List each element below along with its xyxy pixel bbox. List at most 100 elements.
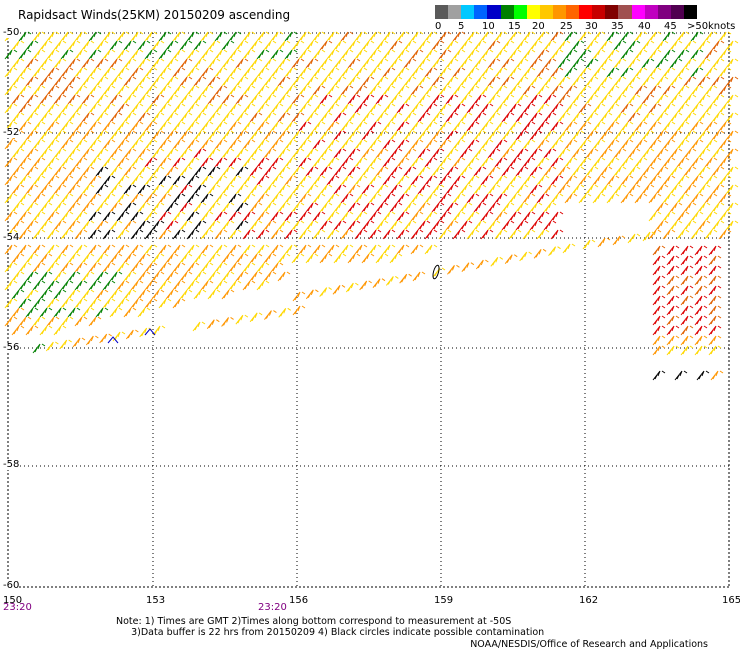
wind-barb: [67, 307, 81, 318]
wind-barb: [683, 148, 697, 159]
wind-barb: [459, 76, 473, 87]
wind-barb: [88, 193, 102, 204]
wind-barb: [53, 112, 67, 123]
wind-barb: [694, 345, 708, 356]
legend-color-segment: [500, 5, 515, 19]
wind-barb: [508, 211, 522, 222]
wind-barb: [256, 244, 270, 255]
wind-barb: [725, 40, 739, 51]
wind-barb: [179, 289, 193, 300]
wind-barb: [683, 220, 697, 231]
wind-barb: [116, 121, 130, 132]
wind-barb: [620, 157, 634, 168]
wind-barb: [60, 31, 74, 42]
wind-barb: [669, 94, 683, 105]
wind-barb: [536, 157, 550, 168]
wind-barb: [32, 280, 46, 291]
wind-barb: [81, 40, 95, 51]
wind-barb: [263, 202, 277, 213]
wind-barb: [652, 335, 666, 346]
wind-barb: [277, 58, 291, 69]
wind-barb: [431, 166, 445, 177]
wind-barb: [620, 139, 634, 150]
legend-color-segment: [605, 5, 619, 19]
wind-barb: [193, 184, 207, 195]
wind-barb: [550, 157, 564, 168]
wind-barb: [263, 112, 277, 123]
wind-barb: [95, 94, 109, 105]
wind-barb: [242, 262, 256, 273]
wind-barb: [652, 325, 666, 336]
wind-barb: [494, 175, 508, 186]
wind-barb: [109, 58, 123, 69]
wind-barb: [641, 130, 655, 141]
wind-barb: [319, 166, 333, 177]
wind-barb: [445, 148, 459, 159]
wind-barb: [718, 67, 732, 78]
wind-barb: [620, 121, 634, 132]
wind-barb: [452, 31, 466, 42]
wind-barb: [396, 103, 410, 114]
wind-barb: [46, 103, 60, 114]
wind-barb: [4, 49, 18, 60]
wind-barb: [710, 370, 724, 381]
wind-barb: [508, 31, 522, 42]
wind-barb: [284, 193, 298, 204]
wind-barb: [74, 229, 88, 240]
wind-barb: [424, 49, 438, 60]
wind-barb: [431, 202, 445, 213]
wind-barb: [102, 139, 116, 150]
wind-barb: [123, 130, 137, 141]
wind-barb: [312, 139, 326, 150]
wind-barb: [543, 220, 557, 231]
wind-barb: [221, 184, 235, 195]
wind-barb: [53, 289, 67, 300]
wind-barb: [522, 229, 536, 240]
lat-label: -50: [3, 27, 20, 38]
wind-barb: [88, 157, 102, 168]
wind-barb: [158, 244, 172, 255]
wind-barb: [585, 58, 599, 69]
wind-barb: [95, 130, 109, 141]
wind-barb: [130, 31, 144, 42]
wind-barb: [676, 121, 690, 132]
wind-barb: [417, 58, 431, 69]
wind-barb: [680, 335, 694, 346]
wind-barb: [39, 112, 53, 123]
wind-barb: [102, 244, 116, 255]
wind-barb: [291, 40, 305, 51]
wind-barb: [417, 112, 431, 123]
wind-barb: [347, 130, 361, 141]
wind-barb: [676, 85, 690, 96]
wind-barb: [18, 262, 32, 273]
wind-barb: [571, 112, 585, 123]
wind-barb: [375, 40, 389, 51]
wind-barb: [151, 58, 165, 69]
wind-barb: [81, 148, 95, 159]
wind-barb: [417, 40, 431, 51]
wind-barb: [562, 243, 576, 254]
wind-barb: [676, 49, 690, 60]
wind-barb: [725, 220, 739, 231]
wind-barb: [4, 103, 18, 114]
wind-barb: [438, 121, 452, 132]
wind-barb: [578, 157, 592, 168]
wind-barb: [669, 202, 683, 213]
wind-barb: [278, 307, 291, 318]
wind-barb: [249, 76, 263, 87]
wind-barb: [46, 298, 60, 309]
wind-barb: [32, 31, 46, 42]
wind-barb: [431, 130, 445, 141]
wind-barb: [606, 121, 620, 132]
wind-barb: [88, 139, 102, 150]
wind-barb: [116, 157, 130, 168]
legend-tick: 5: [458, 21, 465, 32]
wind-barb: [620, 31, 634, 42]
wind-barb: [417, 76, 431, 87]
wind-barb: [137, 253, 151, 264]
wind-barb: [340, 244, 354, 255]
wind-barb: [494, 85, 508, 96]
wind-barb: [32, 139, 46, 150]
wind-barb: [445, 202, 459, 213]
wind-barb: [459, 148, 473, 159]
